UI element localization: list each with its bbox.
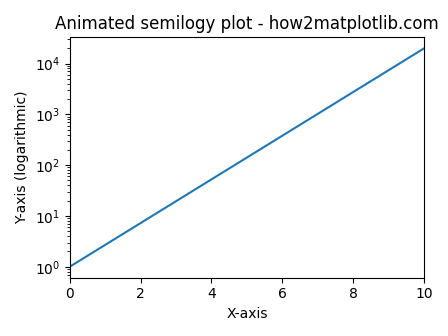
Title: Animated semilogy plot - how2matplotlib.com: Animated semilogy plot - how2matplotlib.… bbox=[55, 15, 439, 33]
Y-axis label: Y-axis (logarithmic): Y-axis (logarithmic) bbox=[15, 91, 29, 224]
X-axis label: X-axis: X-axis bbox=[226, 307, 267, 321]
